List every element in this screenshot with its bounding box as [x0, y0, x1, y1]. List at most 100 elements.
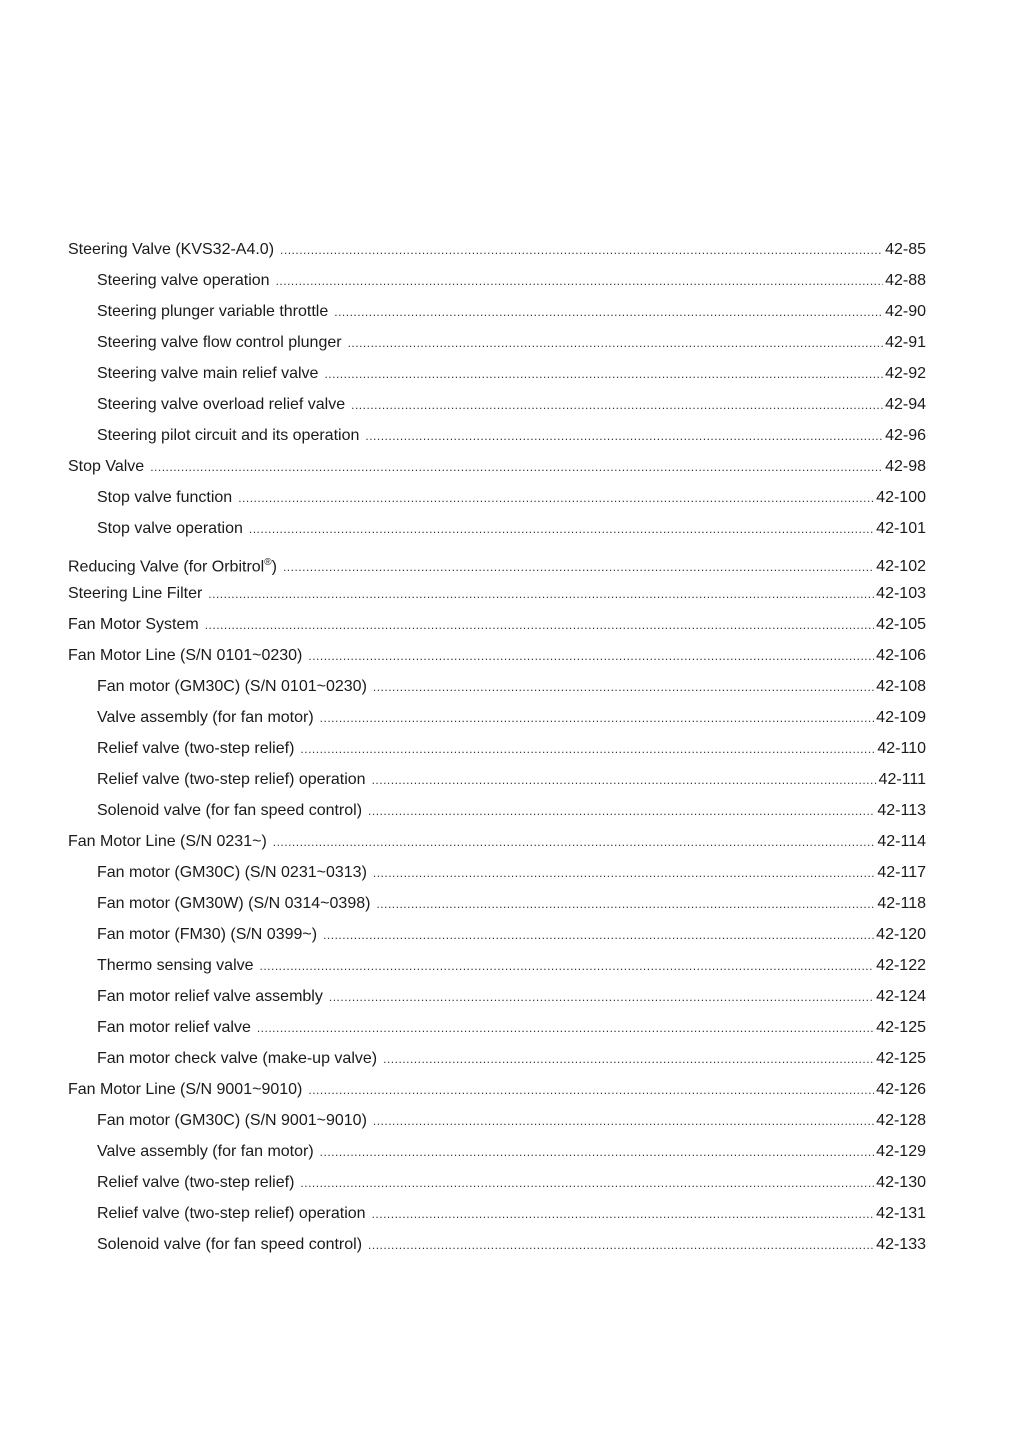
dot-leader [373, 862, 875, 884]
dot-leader [329, 986, 874, 1008]
toc-entry-title: Relief valve (two-step relief) [97, 740, 295, 757]
toc-entry-page: 42-94 [885, 396, 926, 413]
toc-entry-page: 42-113 [877, 802, 926, 819]
toc-entry-page: 42-129 [876, 1143, 926, 1160]
toc-entry[interactable]: Steering valve main relief valve 42-92 [68, 363, 926, 394]
toc-entry[interactable]: Steering pilot circuit and its operation… [68, 425, 926, 456]
dot-leader [348, 332, 884, 354]
toc-entry[interactable]: Steering valve operation 42-88 [68, 270, 926, 301]
toc-entry-page: 42-118 [877, 895, 926, 912]
dot-leader [280, 239, 883, 261]
toc-entry-title: Steering plunger variable throttle [97, 303, 329, 320]
toc-entry[interactable]: Fan motor check valve (make-up valve) 42-… [68, 1048, 926, 1079]
toc-entry-page: 42-125 [876, 1050, 926, 1067]
toc-entry-title: Valve assembly (for fan motor) [97, 709, 314, 726]
toc-entry-page: 42-109 [876, 709, 926, 726]
toc-entry-title: Fan motor check valve (make-up valve) [97, 1050, 378, 1067]
toc-entry[interactable]: Fan Motor Line (S/N 0101~0230) 42-106 [68, 645, 926, 676]
toc-entry[interactable]: Fan motor (GM30C) (S/N 9001~9010) 42-128 [68, 1110, 926, 1141]
toc-entry-page: 42-91 [885, 334, 926, 351]
toc-entry-page: 42-85 [885, 241, 926, 258]
toc-entry[interactable]: Fan Motor System 42-105 [68, 614, 926, 645]
dot-leader [308, 1079, 874, 1101]
dot-leader [373, 676, 874, 698]
toc-entry[interactable]: Fan motor (GM30C) (S/N 0231~0313) 42-117 [68, 862, 926, 893]
toc-entry[interactable]: Steering plunger variable throttle 42-90 [68, 301, 926, 332]
toc-entry-title: Reducing Valve (for Orbitrol®) [68, 557, 277, 576]
toc-entry-page: 42-92 [885, 365, 926, 382]
toc-entry[interactable]: Fan motor (GM30W) (S/N 0314~0398) 42-118 [68, 893, 926, 924]
dot-leader [150, 456, 883, 478]
toc-entry-page: 42-103 [876, 585, 926, 602]
toc-entry[interactable]: Solenoid valve (for fan speed control) 42… [68, 800, 926, 831]
toc-entry[interactable]: Relief valve (two-step relief) 42-110 [68, 738, 926, 769]
toc-entry-title: Fan motor relief valve assembly [97, 988, 323, 1005]
toc-entry[interactable]: Fan motor (FM30) (S/N 0399~) 42-120 [68, 924, 926, 955]
toc-entry[interactable]: Fan motor relief valve assembly 42-124 [68, 986, 926, 1017]
toc-entry[interactable]: Valve assembly (for fan motor) 42-129 [68, 1141, 926, 1172]
dot-leader [238, 487, 874, 509]
toc-entry-title: Fan Motor Line (S/N 9001~9010) [68, 1081, 303, 1098]
dot-leader [365, 425, 883, 447]
toc-entry-page: 42-125 [876, 1019, 926, 1036]
toc-entry-title: Fan Motor System [68, 616, 199, 633]
toc-entry-page: 42-124 [876, 988, 926, 1005]
toc-entry[interactable]: Thermo sensing valve 42-122 [68, 955, 926, 986]
toc-entry-title: Fan Motor Line (S/N 0101~0230) [68, 647, 303, 664]
toc-entry[interactable]: Fan motor relief valve 42-125 [68, 1017, 926, 1048]
dot-leader [373, 1110, 874, 1132]
toc-entry-page: 42-88 [885, 272, 926, 289]
dot-leader [260, 955, 875, 977]
dot-leader [300, 1172, 874, 1194]
dot-leader [372, 769, 877, 791]
registered-mark: ® [264, 557, 272, 568]
toc-entry-page: 42-130 [876, 1174, 926, 1191]
dot-leader [368, 1234, 874, 1256]
toc-entry[interactable]: Stop valve operation 42-101 [68, 518, 926, 549]
dot-leader [300, 738, 875, 760]
toc-entry-page: 42-111 [878, 771, 926, 788]
toc-entry[interactable]: Reducing Valve (for Orbitrol®) 42-102 [68, 552, 926, 583]
toc-entry[interactable]: Steering Valve (KVS32-A4.0) 42-85 [68, 239, 926, 270]
toc-entry-page: 42-122 [876, 957, 926, 974]
toc-entry[interactable]: Relief valve (two-step relief) operation… [68, 1203, 926, 1234]
toc-entry-page: 42-106 [876, 647, 926, 664]
toc-entry-title: Solenoid valve (for fan speed control) [97, 1236, 363, 1253]
toc-entry-title: Relief valve (two-step relief) [97, 1174, 295, 1191]
toc-entry[interactable]: Fan Motor Line (S/N 0231~) 42-114 [68, 831, 926, 862]
dot-leader [334, 301, 883, 323]
dot-leader [320, 707, 875, 729]
toc-entry-page: 42-100 [876, 489, 926, 506]
toc-entry[interactable]: Stop valve function 42-100 [68, 487, 926, 518]
toc-entry-page: 42-120 [876, 926, 926, 943]
dot-leader [205, 614, 874, 636]
toc-entry[interactable]: Stop Valve 42-98 [68, 456, 926, 487]
toc-entry[interactable]: Fan motor (GM30C) (S/N 0101~0230) 42-108 [68, 676, 926, 707]
toc-entry-page: 42-114 [877, 833, 926, 850]
toc-entry-title: Steering Valve (KVS32-A4.0) [68, 241, 275, 258]
toc-entry-title: Steering valve main relief valve [97, 365, 319, 382]
toc-entry-title: Stop valve function [97, 489, 233, 506]
toc-entry-title: Solenoid valve (for fan speed control) [97, 802, 363, 819]
toc-entry-title: Stop Valve [68, 458, 145, 475]
toc-entry[interactable]: Steering Line Filter 42-103 [68, 583, 926, 614]
toc-entry[interactable]: Fan Motor Line (S/N 9001~9010) 42-126 [68, 1079, 926, 1110]
toc-entry[interactable]: Valve assembly (for fan motor) 42-109 [68, 707, 926, 738]
dot-leader [324, 363, 883, 385]
toc-entry[interactable]: Steering valve overload relief valve 42-9… [68, 394, 926, 425]
toc-entry-title: Fan motor (GM30C) (S/N 0231~0313) [97, 864, 367, 881]
toc-entry-page: 42-117 [877, 864, 926, 881]
toc-entry-page: 42-101 [876, 520, 926, 537]
toc-entry-title: Steering pilot circuit and its operation [97, 427, 360, 444]
table-of-contents: Steering Valve (KVS32-A4.0)42-85Steering… [68, 239, 926, 1265]
dot-leader [208, 583, 874, 605]
toc-entry[interactable]: Relief valve (two-step relief) operation… [68, 769, 926, 800]
dot-leader [249, 518, 874, 540]
toc-entry[interactable]: Steering valve flow control plunger 42-91 [68, 332, 926, 363]
dot-leader [273, 831, 876, 853]
toc-entry[interactable]: Solenoid valve (for fan speed control) 42… [68, 1234, 926, 1265]
toc-entry-page: 42-110 [877, 740, 926, 757]
toc-entry[interactable]: Relief valve (two-step relief) 42-130 [68, 1172, 926, 1203]
toc-entry-title: Valve assembly (for fan motor) [97, 1143, 314, 1160]
toc-entry-page: 42-96 [885, 427, 926, 444]
